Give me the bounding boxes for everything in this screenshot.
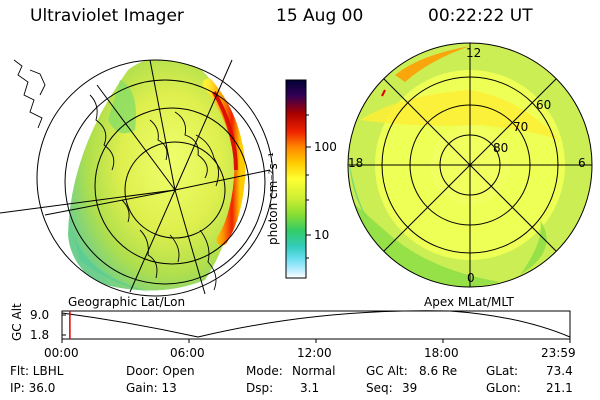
mlt-label-top: 12 [466,46,482,60]
glat-value: 73.4 [546,364,573,378]
glon-value: 21.1 [546,381,573,395]
instrument-title: Ultraviolet Imager [30,6,184,26]
dsp-value: 3.1 [300,381,320,395]
seq-value: 39 [402,381,418,395]
timeline-xtick-4: 23:59 [541,346,576,360]
colorbar [285,79,311,279]
limb-peak-arc [212,90,238,171]
glon-label: GLon: [486,381,521,395]
geographic-map-label: Geographic Lat/Lon [68,295,186,309]
coastlines [13,59,219,291]
timeline-ytick-high: 9.0 [30,308,50,322]
mlat-label-70: 70 [513,120,529,134]
time-label: 00:22:22 UT [428,6,533,26]
door-info: Door: Open [126,364,195,378]
left-graticule [0,59,274,297]
timeline-axis-label: GC Alt [10,303,24,341]
timeline-xtick-3: 18:00 [424,346,459,360]
ip-info: IP: 36.0 [10,381,56,395]
glat-label: GLat: [486,364,519,378]
altitude-timeline [61,310,571,343]
left-emission [68,60,241,292]
gcalt-label: GC Alt: [366,364,408,378]
apex-map-label: Apex MLat/MLT [424,295,514,309]
mlt-label-left: 18 [348,156,364,170]
mlat-label-60: 60 [536,98,552,112]
timeline-xtick-0: 00:00 [44,346,79,360]
colorbar-tick-10: 10 [314,228,330,242]
gcalt-value: 8.6 Re [419,364,458,378]
mode-label: Mode: [246,364,283,378]
seq-label: Seq: [366,381,393,395]
filter-info: Flt: LBHL [10,364,64,378]
mlt-label-bottom: 0 [467,271,475,285]
mlat-label-80: 80 [493,141,509,155]
timeline-xtick-1: 06:00 [170,346,205,360]
date-label: 15 Aug 00 [276,6,364,26]
timeline-xtick-2: 12:00 [297,346,332,360]
polar-map [347,42,593,288]
mode-value: Normal [292,364,336,378]
mlt-label-right: 6 [578,156,586,170]
colorbar-tick-100: 100 [314,140,337,154]
colorbar-unit: photon cm⁻²s⁻¹ [266,152,280,245]
timeline-ytick-low: 1.8 [30,328,50,342]
dsp-label: Dsp: [246,381,274,395]
gain-info: Gain: 13 [126,381,177,395]
